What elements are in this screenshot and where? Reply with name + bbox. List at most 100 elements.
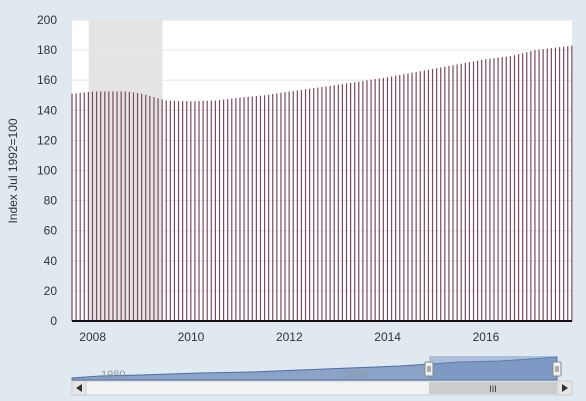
bar	[215, 101, 216, 321]
x-tick-labels: 2008 2010 2012 2014 2016	[79, 330, 499, 344]
y-tick-label: 60	[44, 224, 58, 238]
bar	[137, 93, 138, 321]
bar	[342, 84, 343, 321]
bar	[248, 97, 249, 321]
bar	[313, 88, 314, 321]
bar	[497, 58, 498, 321]
bar	[133, 92, 134, 321]
bar	[317, 88, 318, 321]
bar	[395, 76, 396, 321]
bar	[145, 95, 146, 321]
bar	[239, 98, 240, 321]
y-tick-label: 20	[44, 284, 58, 298]
bar	[289, 92, 290, 321]
bar	[571, 46, 572, 321]
navigator[interactable]: 1980 2000	[72, 356, 572, 381]
bar	[526, 52, 527, 321]
bar	[424, 70, 425, 321]
bar	[514, 55, 515, 321]
x-tick-label: 2016	[473, 330, 500, 344]
bar	[243, 97, 244, 321]
navigator-selected-range[interactable]	[429, 356, 557, 380]
navigator-label: 2000	[343, 369, 367, 381]
bar	[432, 69, 433, 321]
bar	[543, 49, 544, 321]
bar	[489, 59, 490, 321]
scrollbar[interactable]: III	[72, 381, 572, 395]
bar	[125, 91, 126, 321]
bar	[330, 86, 331, 321]
bar	[416, 72, 417, 321]
bar	[354, 82, 355, 321]
bar	[264, 95, 265, 321]
bar	[366, 80, 367, 321]
navigator-left-handle[interactable]	[425, 362, 433, 376]
bar	[276, 93, 277, 321]
bar	[297, 90, 298, 321]
navigator-label: 1980	[101, 369, 125, 381]
bar	[305, 89, 306, 321]
bar	[182, 101, 183, 321]
bar	[166, 100, 167, 321]
bar	[530, 51, 531, 321]
bar	[563, 47, 564, 321]
bar	[178, 101, 179, 321]
navigator-right-handle-body[interactable]	[553, 362, 561, 376]
bar	[362, 81, 363, 321]
bar	[198, 101, 199, 321]
bar	[231, 99, 232, 321]
bar	[227, 99, 228, 321]
y-tick-label: 140	[37, 103, 57, 117]
bar	[334, 85, 335, 321]
bar	[96, 91, 97, 321]
bar	[157, 98, 158, 321]
y-tick-label: 40	[44, 254, 58, 268]
bar	[420, 71, 421, 321]
y-tick-label: 160	[37, 73, 57, 87]
bar	[108, 91, 109, 321]
bar	[428, 70, 429, 321]
navigator-left-handle-body[interactable]	[425, 362, 433, 376]
bar	[346, 83, 347, 321]
bar	[223, 100, 224, 321]
navigator-right-handle[interactable]	[553, 362, 561, 376]
bar	[112, 91, 113, 321]
scrollbar-grip: III	[489, 384, 497, 394]
bar	[383, 78, 384, 321]
bar	[452, 65, 453, 321]
bar	[407, 73, 408, 321]
x-tick-label: 2014	[374, 330, 401, 344]
bar	[252, 96, 253, 321]
bar	[219, 100, 220, 321]
bar	[493, 58, 494, 321]
bar	[207, 101, 208, 321]
bar	[477, 61, 478, 321]
bar	[116, 91, 117, 321]
bar	[559, 47, 560, 321]
bar	[284, 92, 285, 321]
bar	[510, 56, 511, 321]
bar	[121, 91, 122, 321]
bar	[375, 79, 376, 321]
bar	[436, 68, 437, 321]
bar	[469, 62, 470, 321]
bar	[387, 77, 388, 321]
bar	[457, 64, 458, 321]
bar	[170, 101, 171, 321]
bar	[235, 98, 236, 321]
bar	[190, 101, 191, 321]
bar	[325, 86, 326, 321]
bar	[555, 48, 556, 321]
x-tick-label: 2012	[276, 330, 303, 344]
bar	[538, 50, 539, 321]
bar	[506, 57, 507, 321]
bar	[194, 101, 195, 321]
bar	[370, 80, 371, 321]
bar	[485, 59, 486, 321]
y-tick-label: 120	[37, 133, 57, 147]
bar	[141, 94, 142, 321]
y-tick-label: 0	[50, 314, 57, 328]
bar	[379, 78, 380, 321]
bar	[440, 67, 441, 321]
